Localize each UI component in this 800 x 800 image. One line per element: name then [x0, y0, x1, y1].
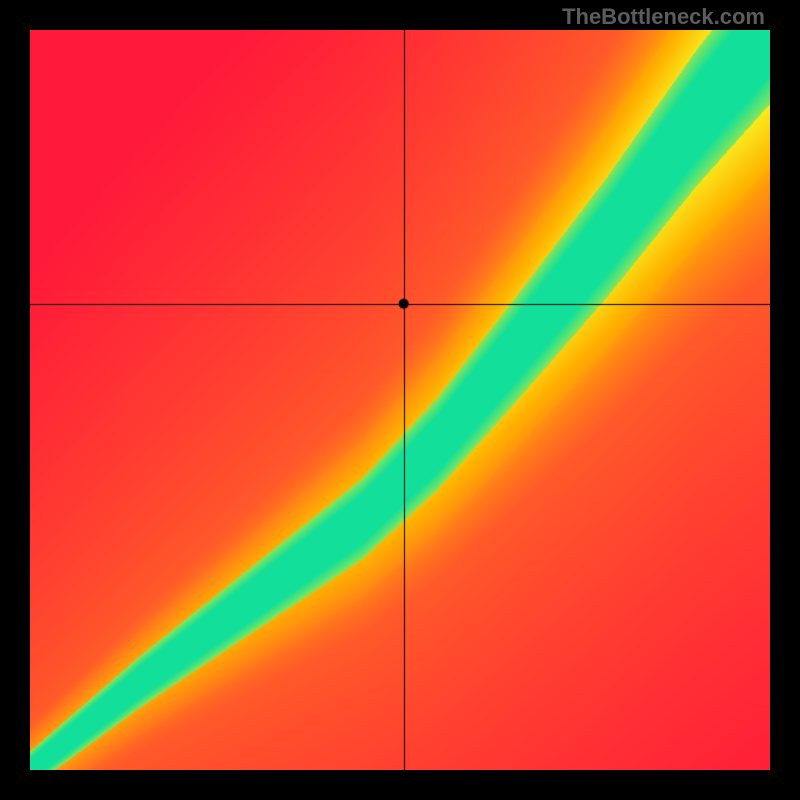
bottleneck-heatmap: [30, 30, 770, 770]
watermark-text: TheBottleneck.com: [562, 4, 765, 30]
